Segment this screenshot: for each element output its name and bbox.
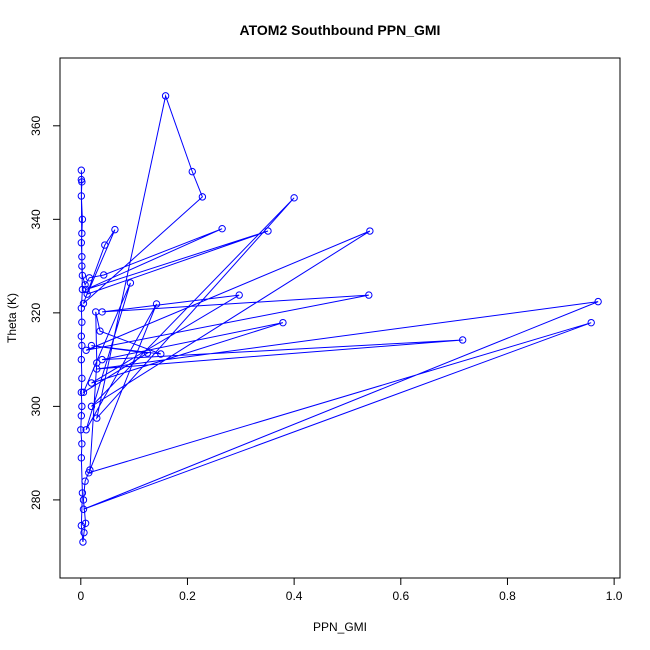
data-point (82, 426, 90, 434)
x-tick-label: 1.0 (606, 589, 623, 603)
data-point (80, 528, 88, 537)
data-point (77, 426, 85, 434)
x-tick-label: 0.4 (286, 589, 303, 603)
data-point (81, 519, 90, 527)
data-point (594, 297, 602, 306)
data-point (78, 285, 87, 294)
y-tick-label: 280 (29, 490, 43, 510)
data-point (198, 193, 207, 201)
data-point (77, 192, 86, 200)
data-point (78, 229, 86, 238)
data-point (78, 318, 86, 326)
data-point (152, 300, 161, 308)
data-point (78, 341, 86, 350)
data-point (365, 291, 373, 299)
data-point (126, 279, 135, 287)
data-point (77, 304, 86, 312)
data-point (78, 374, 86, 383)
data-point (101, 241, 109, 249)
x-tick-label: 0.8 (499, 589, 516, 603)
data-point (77, 175, 86, 184)
data-point (85, 274, 94, 282)
y-tick-label: 340 (29, 209, 43, 229)
data-point (78, 253, 86, 261)
data-point (161, 92, 170, 100)
data-point (279, 318, 287, 327)
data-point (143, 349, 152, 357)
data-point (98, 355, 106, 364)
y-tick-label: 320 (29, 303, 43, 323)
data-point (78, 489, 87, 497)
data-point (81, 477, 89, 485)
data-point (82, 346, 90, 354)
data-point (78, 262, 86, 270)
data-point (235, 291, 243, 299)
data-point (78, 271, 87, 280)
data-point (87, 402, 96, 411)
data-point (79, 496, 88, 504)
data-point (78, 402, 86, 411)
data-point (366, 227, 374, 235)
data-point (78, 215, 87, 224)
data-point (78, 440, 86, 448)
series-line (80, 94, 599, 543)
data-point (77, 454, 86, 462)
data-point (111, 225, 119, 234)
data-point (96, 327, 104, 335)
data-point (77, 412, 86, 420)
x-axis-label: PPN_GMI (313, 620, 367, 634)
x-tick-label: 0.2 (179, 589, 196, 603)
chart-title: ATOM2 Southbound PPN_GMI (240, 22, 441, 38)
data-point (458, 336, 467, 344)
data-point (188, 167, 196, 176)
data-point (218, 224, 226, 233)
data-point (290, 194, 298, 202)
x-tick-label: 0 (77, 589, 84, 603)
data-point (87, 379, 96, 387)
data-point (82, 285, 90, 294)
data-point (587, 318, 595, 327)
data-point (157, 350, 165, 358)
data-point (79, 538, 87, 546)
data-point (264, 227, 272, 235)
data-point (93, 414, 101, 422)
data-point (77, 388, 86, 397)
data-point (86, 466, 94, 474)
data-point (87, 341, 96, 350)
y-axis-label: Theta (K) (5, 293, 19, 343)
data-point (77, 355, 86, 364)
y-tick-label: 300 (29, 396, 43, 416)
data-point (83, 290, 91, 298)
y-tick-label: 360 (29, 115, 43, 135)
data-point (77, 239, 86, 247)
data-point (100, 271, 108, 279)
data-point (79, 299, 88, 308)
data-point (92, 308, 100, 316)
x-tick-label: 0.6 (392, 589, 409, 603)
data-point (79, 388, 88, 397)
data-point (93, 359, 101, 367)
data-point (77, 166, 86, 174)
data-point (77, 332, 86, 340)
data-point (79, 505, 88, 513)
data-point (77, 521, 86, 530)
